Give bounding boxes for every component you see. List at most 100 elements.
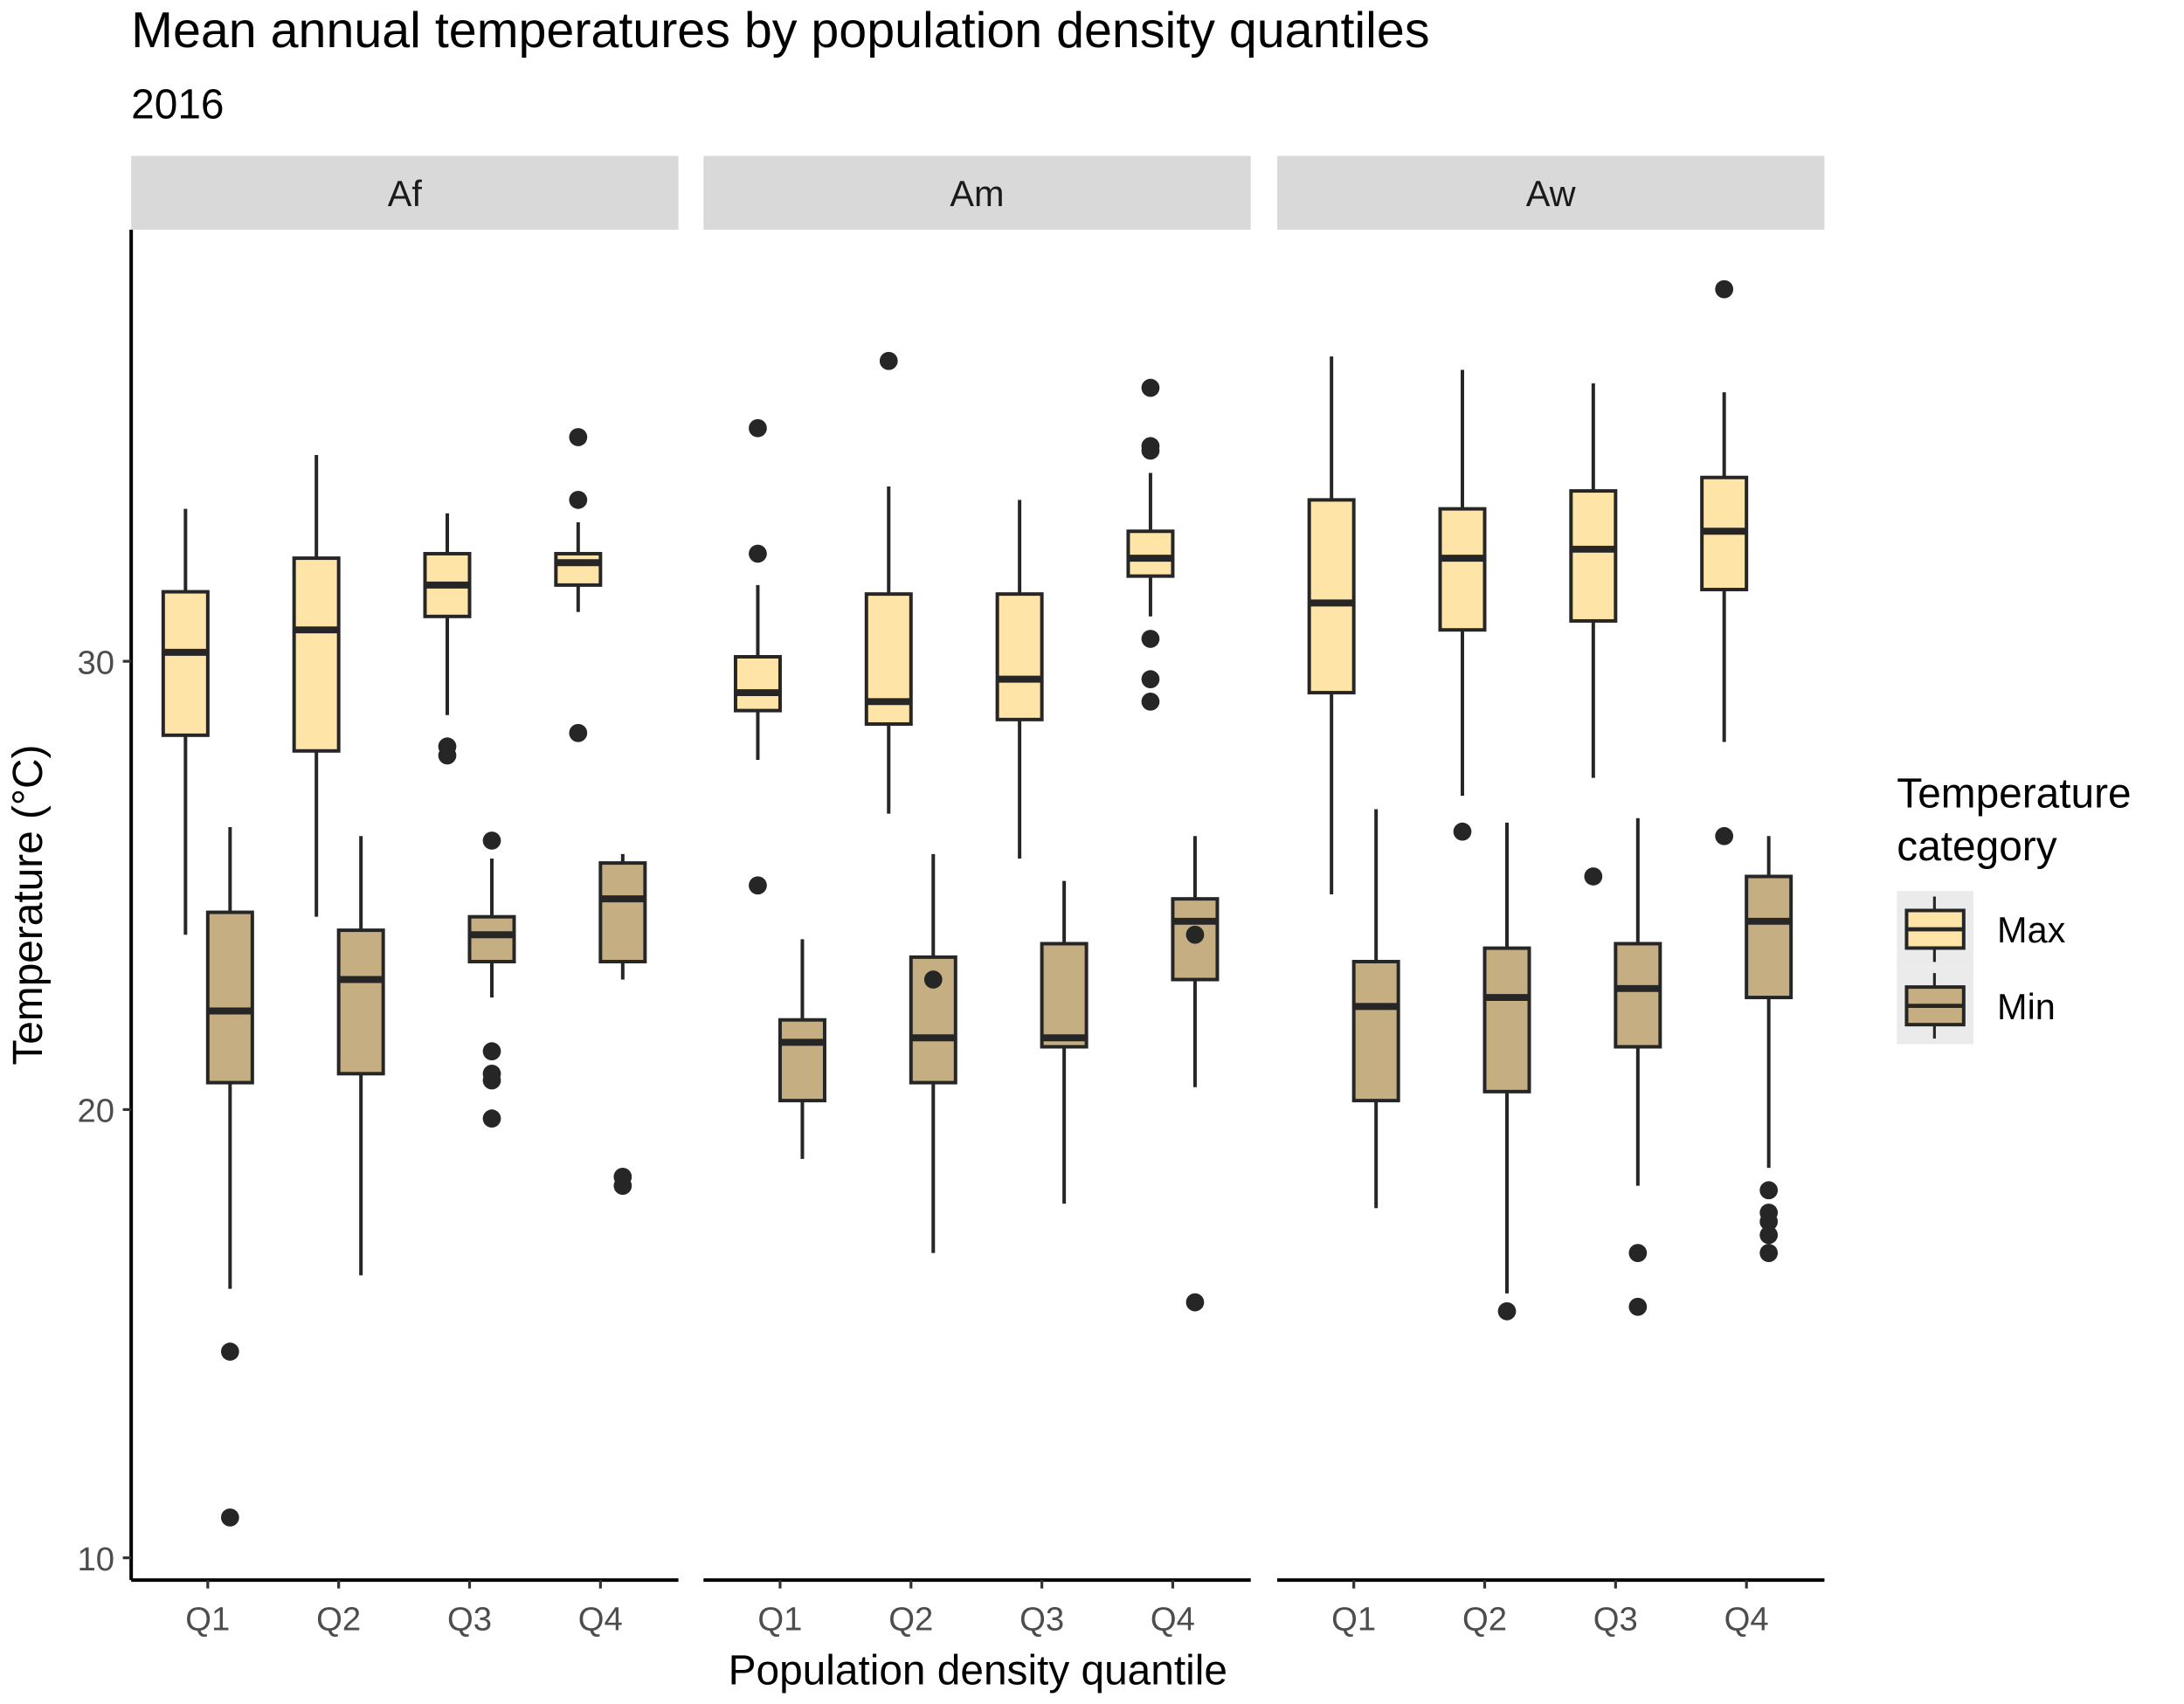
- y-axis-label: Temperature (°C): [5, 745, 52, 1066]
- box-iqr: [1126, 529, 1175, 578]
- box-q4-min: [598, 853, 647, 1195]
- box-iqr: [1614, 942, 1662, 1049]
- outlier-point: [749, 544, 767, 563]
- box-q2-min: [336, 836, 385, 1276]
- box-q2-max: [292, 455, 341, 917]
- outlier-point: [482, 1071, 501, 1090]
- box-iqr: [909, 955, 957, 1085]
- box-iqr: [205, 910, 254, 1085]
- box-iqr: [598, 861, 647, 964]
- y-axis: 10 20 30: [77, 230, 134, 1581]
- box-q4-min: [1171, 836, 1220, 1312]
- box-iqr: [292, 556, 341, 753]
- box-q1-max: [161, 508, 210, 935]
- panel-aw: Aw Q1 Q2 Q3 Q4: [1276, 155, 1825, 1638]
- box-iqr: [554, 551, 603, 587]
- legend-label: Min: [1997, 986, 2056, 1027]
- box-iqr: [1482, 946, 1531, 1093]
- box-q1-min: [1351, 809, 1400, 1209]
- legend: Temperature category Max Min: [1897, 770, 2132, 1045]
- x-tick-label: Q4: [1724, 1601, 1769, 1638]
- box-iqr: [1040, 942, 1089, 1049]
- y-tick-label: 10: [77, 1541, 114, 1578]
- box-iqr: [1438, 507, 1487, 632]
- x-axis-label: Population density quantile: [729, 1648, 1227, 1694]
- box-q2-max: [864, 351, 913, 814]
- y-tick-label: 30: [77, 644, 114, 681]
- box-iqr: [467, 914, 516, 964]
- outlier-point: [1584, 867, 1603, 886]
- facet-strip: [131, 155, 679, 231]
- box-q2-min: [909, 853, 957, 1253]
- box-q3-max: [995, 500, 1044, 859]
- box-q3-max: [1569, 383, 1618, 886]
- outlier-point: [923, 970, 943, 989]
- x-tick-label: Q3: [447, 1601, 492, 1638]
- chart-subtitle: 2016: [131, 81, 224, 128]
- panel-am: Am Q1 Q2 Q3 Q4: [703, 155, 1251, 1638]
- outlier-point: [749, 418, 767, 438]
- box-iqr: [1569, 489, 1618, 623]
- facet-label: Af: [388, 173, 423, 214]
- box-q1-max: [1307, 356, 1356, 895]
- x-tick-label: Q3: [1019, 1601, 1064, 1638]
- y-tick-label: 20: [77, 1093, 114, 1130]
- box-q1-max: [733, 418, 782, 895]
- outlier-point: [1715, 279, 1734, 299]
- legend-title-line1: Temperature: [1897, 770, 2131, 817]
- x-tick-label: Q4: [578, 1601, 623, 1638]
- box-iqr: [995, 592, 1044, 721]
- panel-af: Af Q1 Q2 Q3 Q4: [131, 155, 679, 1638]
- facet-label: Aw: [1526, 173, 1577, 214]
- outlier-point: [1453, 822, 1472, 841]
- box-q4-max: [1126, 378, 1175, 711]
- outlier-point: [438, 746, 457, 765]
- outlier-point: [569, 490, 588, 509]
- box-q3-min: [1614, 818, 1662, 1316]
- x-tick-label: Q2: [1462, 1601, 1507, 1638]
- outlier-point: [1628, 1297, 1648, 1316]
- outlier-point: [1185, 925, 1205, 944]
- outlier-point: [1141, 670, 1160, 689]
- outlier-point: [1141, 692, 1160, 711]
- x-tick-label: Q1: [185, 1601, 230, 1638]
- outlier-point: [1759, 1181, 1779, 1200]
- facet-label: Am: [950, 173, 1004, 214]
- x-tick-label: Q1: [757, 1601, 802, 1638]
- box-q3-max: [423, 513, 472, 765]
- outlier-point: [1628, 1244, 1648, 1262]
- outlier-point: [879, 351, 898, 370]
- outlier-point: [220, 1508, 239, 1527]
- box-iqr: [336, 928, 385, 1076]
- outlier-point: [1715, 826, 1734, 845]
- legend-title-line2: category: [1897, 824, 2056, 870]
- box-iqr: [1745, 874, 1794, 1000]
- outlier-point: [1141, 441, 1160, 460]
- box-q2-max: [1438, 369, 1487, 841]
- legend-label: Max: [1997, 909, 2066, 950]
- x-tick-label: Q2: [316, 1601, 361, 1638]
- outlier-point: [482, 831, 501, 850]
- x-tick-label: Q4: [1151, 1601, 1195, 1638]
- outlier-point: [1497, 1301, 1517, 1321]
- box-iqr: [778, 1018, 826, 1103]
- facet-strip: [1276, 155, 1825, 231]
- x-tick-label: Q3: [1593, 1601, 1638, 1638]
- box-iqr: [1351, 960, 1400, 1103]
- outlier-point: [482, 1042, 501, 1061]
- box-q2-min: [1482, 822, 1531, 1321]
- x-tick-label: Q2: [888, 1601, 933, 1638]
- outlier-point: [749, 876, 767, 895]
- box-q3-min: [1040, 880, 1089, 1204]
- outlier-point: [569, 428, 588, 446]
- outlier-point: [482, 1109, 501, 1128]
- outlier-point: [1759, 1225, 1779, 1245]
- box-iqr: [1307, 498, 1356, 695]
- legend-item-max: Max: [1897, 891, 2066, 968]
- box-q1-min: [205, 827, 254, 1527]
- outlier-point: [569, 723, 588, 742]
- outlier-point: [1141, 378, 1160, 397]
- outlier-point: [1185, 1293, 1205, 1312]
- box-q4-min: [1745, 836, 1794, 1262]
